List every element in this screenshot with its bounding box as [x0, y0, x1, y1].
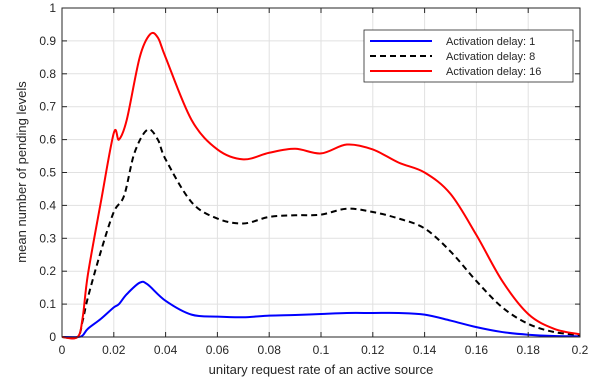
y-tick-label: 0 [49, 330, 56, 344]
legend-box [363, 29, 574, 83]
x-tick-label: 0.04 [154, 343, 178, 357]
y-tick-label: 0.5 [39, 166, 56, 180]
x-tick-label: 0.06 [206, 343, 230, 357]
y-tick-label: 0.9 [39, 34, 56, 48]
x-tick-label: 0.1 [313, 343, 330, 357]
legend: Activation delay: 1 Activation delay: 8 … [363, 29, 574, 83]
x-tick-label: 0.08 [258, 343, 282, 357]
x-tick-label: 0.14 [413, 343, 437, 357]
series-line-delay-1 [61, 280, 581, 339]
axis-ticks: 0 0.02 0.04 0.06 0.08 0.1 0.12 0.14 0.16 0.18 0.2 0… [39, 1, 588, 357]
y-tick-label: 0.8 [39, 67, 56, 81]
x-tick-label: 0.12 [361, 343, 385, 357]
x-tick-label: 0.16 [465, 343, 489, 357]
series-line-delay-16 [61, 31, 581, 340]
y-axis-label: mean number of pending levels [14, 81, 29, 263]
y-tick-label: 0.2 [39, 264, 56, 278]
legend-label-delay-1: Activation delay: 1 [446, 36, 535, 48]
x-tick-label: 0.02 [102, 343, 126, 357]
series-lines [61, 31, 581, 340]
legend-label-delay-8: Activation delay: 8 [446, 51, 535, 63]
series-line-delay-8 [61, 128, 581, 340]
x-tick-label: 0.2 [572, 343, 589, 357]
y-tick-label: 0.6 [39, 133, 56, 147]
x-tick-label: 0 [59, 343, 66, 357]
x-axis-label: unitary request rate of an active source [209, 362, 434, 377]
y-tick-label: 1 [49, 1, 56, 15]
x-tick-label: 0.18 [517, 343, 541, 357]
y-tick-label: 0.4 [39, 198, 56, 212]
y-tick-label: 0.3 [39, 231, 56, 245]
y-tick-label: 0.1 [39, 297, 56, 311]
legend-label-delay-16: Activation delay: 16 [446, 66, 541, 78]
y-tick-label: 0.7 [39, 100, 56, 114]
